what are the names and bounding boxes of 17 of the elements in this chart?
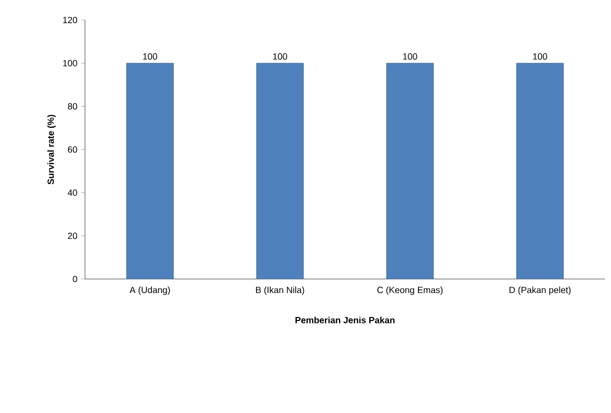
y-tick-label: 120 [63,16,78,24]
data-label: 100 [143,53,158,60]
data-label: 100 [533,53,548,60]
x-tick-label: A (Udang) [130,286,170,295]
x-tick-label: C (Keong Emas) [377,286,443,295]
data-label: 100 [273,53,288,60]
y-tick-label: 60 [68,146,78,153]
x-axis-title: Pemberian Jenis Pakan [296,316,395,324]
data-label: 100 [403,53,418,60]
y-tick-label: 80 [68,103,78,110]
y-axis-title: Survival rate (%) [47,114,56,184]
y-tick-label: 40 [68,189,78,196]
y-tick-label: 20 [68,232,78,240]
y-tick-label: 0 [72,276,78,282]
y-tick-label: 100 [63,60,78,66]
x-tick-label: D (Pakan pelet) [510,286,571,295]
x-tick-label: B (Ikan Nila) [256,286,304,295]
